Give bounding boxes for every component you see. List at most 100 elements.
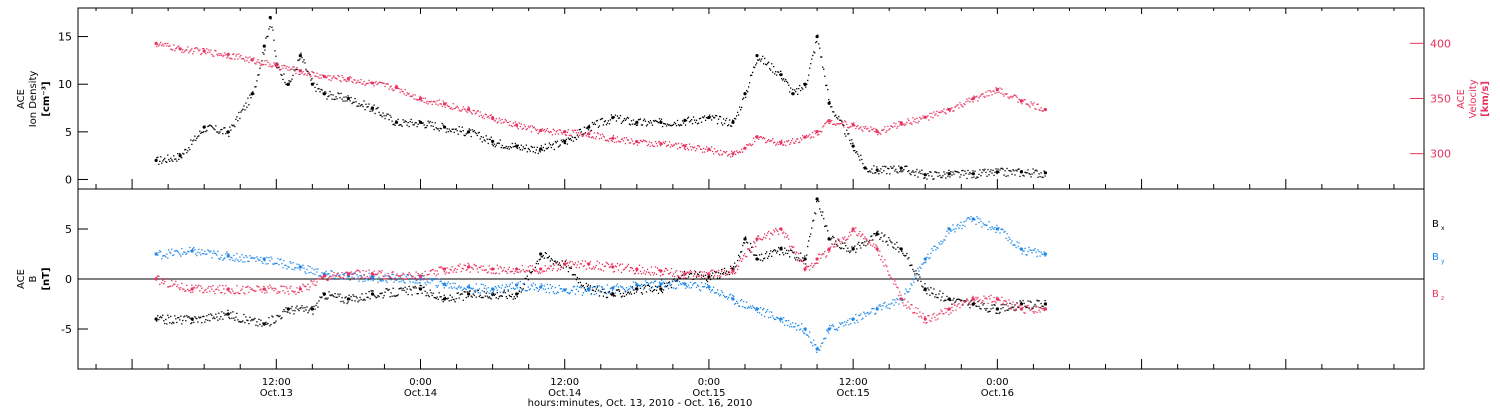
data-point — [470, 266, 472, 268]
data-point — [885, 306, 887, 308]
data-point — [307, 70, 309, 73]
data-point — [743, 147, 746, 149]
data-point — [324, 298, 326, 300]
data-point — [551, 269, 554, 271]
data-point — [273, 322, 275, 324]
data-point — [386, 82, 388, 85]
data-point — [552, 128, 555, 130]
data-point — [722, 272, 725, 274]
data-point — [257, 74, 259, 76]
data-point — [853, 318, 855, 320]
data-point — [677, 124, 680, 126]
data-point — [852, 230, 854, 233]
data-point — [346, 271, 348, 273]
data-point — [743, 306, 746, 309]
data-point — [579, 281, 582, 284]
data-point — [781, 246, 783, 248]
data-point — [873, 165, 875, 167]
data-point — [597, 290, 600, 292]
data-point — [542, 146, 544, 149]
data-point — [469, 290, 471, 292]
top-right-ytick-label-1: 350 — [1430, 93, 1451, 106]
data-point — [171, 279, 173, 282]
data-point — [262, 262, 264, 265]
data-point — [176, 47, 178, 49]
data-point — [916, 168, 918, 171]
data-point — [298, 73, 300, 76]
data-point — [886, 240, 888, 242]
data-point — [821, 214, 823, 217]
data-point — [708, 148, 711, 150]
data-point — [558, 262, 561, 264]
data-point — [497, 285, 499, 287]
data-point — [431, 121, 433, 124]
data-point — [394, 277, 396, 279]
data-point — [706, 284, 709, 286]
data-point — [939, 290, 941, 292]
data-point — [354, 300, 356, 302]
data-point — [389, 114, 391, 117]
data-point — [911, 304, 913, 306]
bottom-ytick-label-0: -5 — [61, 323, 72, 336]
data-point — [357, 276, 359, 278]
data-point — [272, 263, 274, 265]
data-point — [1013, 244, 1015, 246]
data-point — [161, 162, 163, 164]
data-point — [321, 89, 323, 91]
data-point — [622, 287, 625, 290]
data-point — [187, 288, 189, 291]
data-point — [612, 134, 615, 137]
data-point — [820, 211, 822, 213]
data-point — [565, 259, 568, 261]
data-point — [955, 227, 957, 230]
data-point — [406, 288, 408, 290]
data-point — [790, 87, 792, 89]
data-point — [461, 267, 463, 269]
data-point — [864, 236, 866, 238]
data-point — [300, 288, 302, 290]
data-point — [295, 72, 297, 75]
data-point — [647, 283, 650, 285]
data-point — [822, 66, 824, 68]
data-point — [641, 124, 644, 126]
data-point — [413, 98, 415, 100]
data-point — [744, 255, 747, 257]
data-point — [644, 140, 647, 142]
data-point — [716, 150, 719, 152]
x-tick-time-1: 0:00 — [409, 377, 431, 388]
data-point — [209, 124, 211, 126]
data-point — [946, 230, 948, 232]
data-point — [385, 115, 387, 117]
data-point — [200, 316, 202, 318]
data-point — [287, 84, 289, 87]
data-point — [309, 266, 311, 268]
data-point — [466, 291, 468, 293]
data-point — [859, 159, 861, 161]
data-point — [977, 217, 979, 219]
data-point — [238, 292, 240, 295]
data-point — [197, 321, 199, 323]
data-point — [1044, 108, 1046, 111]
data-point — [557, 268, 560, 270]
data-point — [495, 297, 497, 299]
data-point — [448, 300, 450, 302]
data-point — [554, 133, 557, 135]
data-point — [950, 171, 952, 173]
data-point — [633, 289, 636, 291]
data-point — [827, 327, 831, 331]
data-point — [409, 288, 411, 290]
data-point — [617, 269, 620, 271]
data-point — [671, 124, 674, 127]
data-point — [840, 323, 842, 326]
data-point — [438, 292, 440, 294]
data-point — [403, 281, 405, 283]
data-point — [246, 106, 248, 108]
data-point — [899, 166, 903, 170]
data-point — [963, 174, 965, 176]
data-point — [254, 62, 256, 64]
data-point — [230, 312, 232, 314]
data-point — [698, 271, 701, 273]
data-point — [390, 277, 392, 279]
data-point — [817, 134, 819, 136]
data-point — [495, 144, 497, 146]
